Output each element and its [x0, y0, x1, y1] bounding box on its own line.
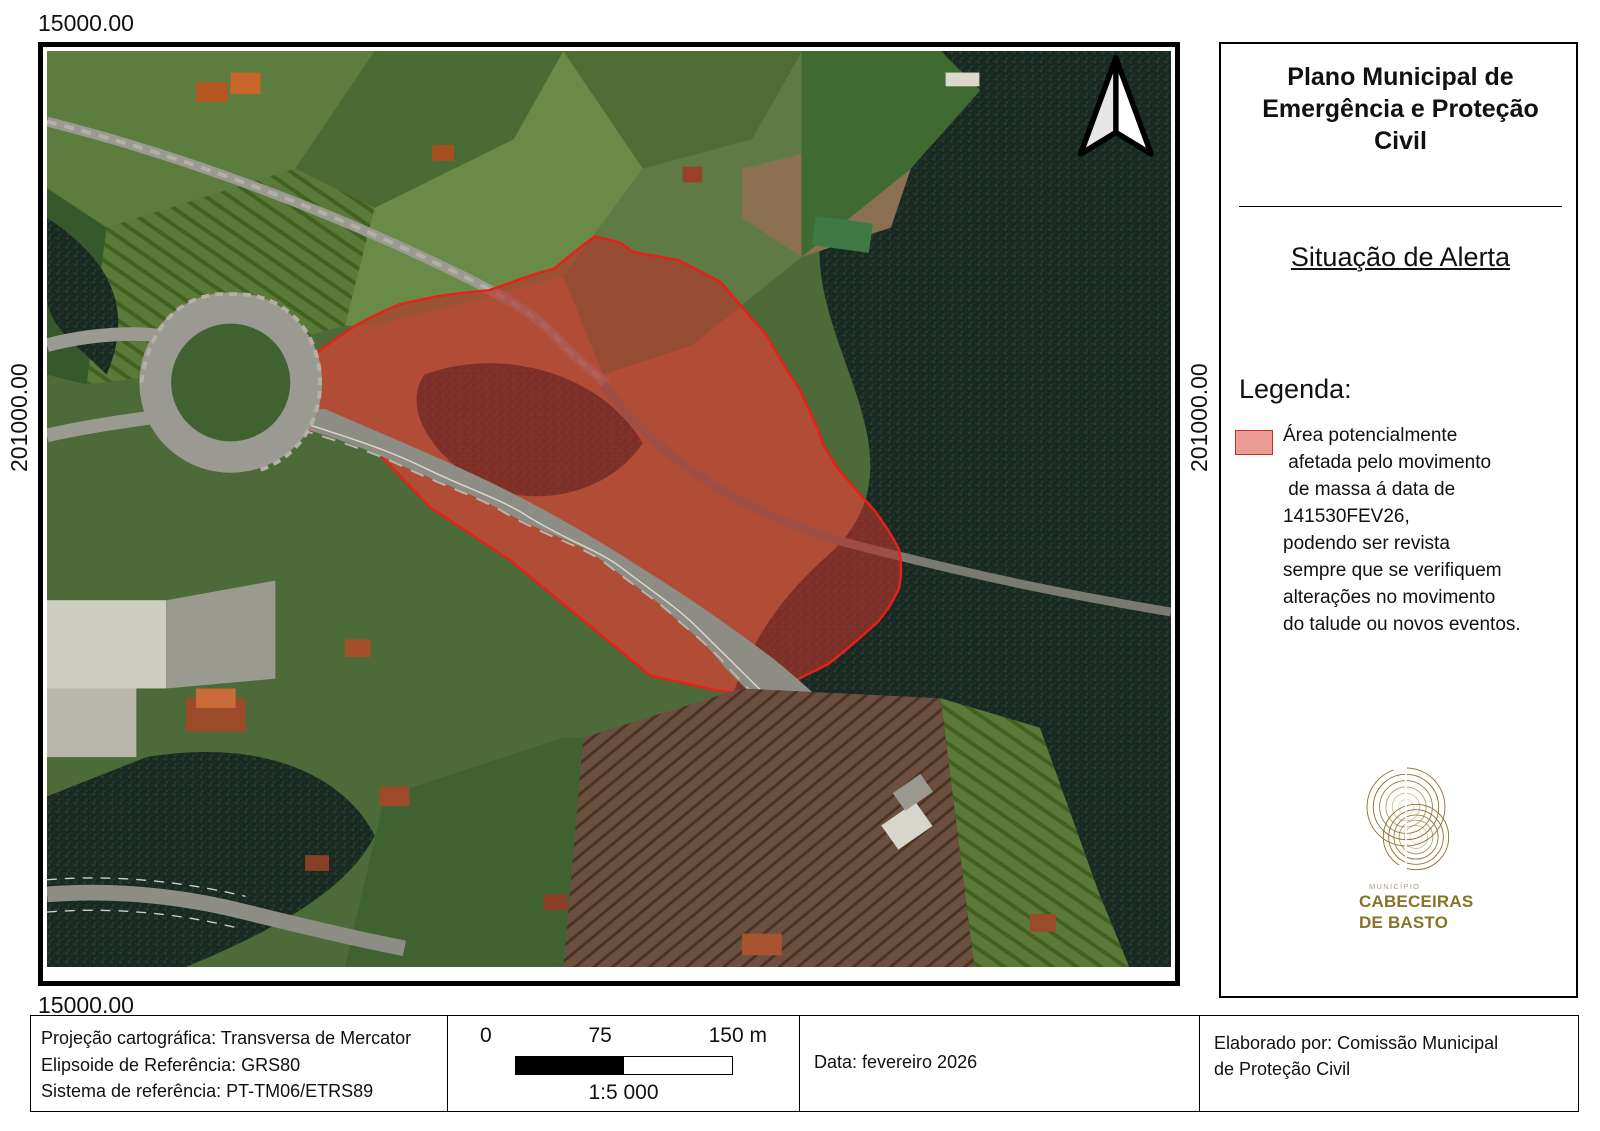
- svg-text:DE BASTO: DE BASTO: [1359, 913, 1448, 932]
- svg-text:CABECEIRAS: CABECEIRAS: [1359, 892, 1473, 911]
- svg-text:MUNICÍPIO: MUNICÍPIO: [1369, 882, 1420, 891]
